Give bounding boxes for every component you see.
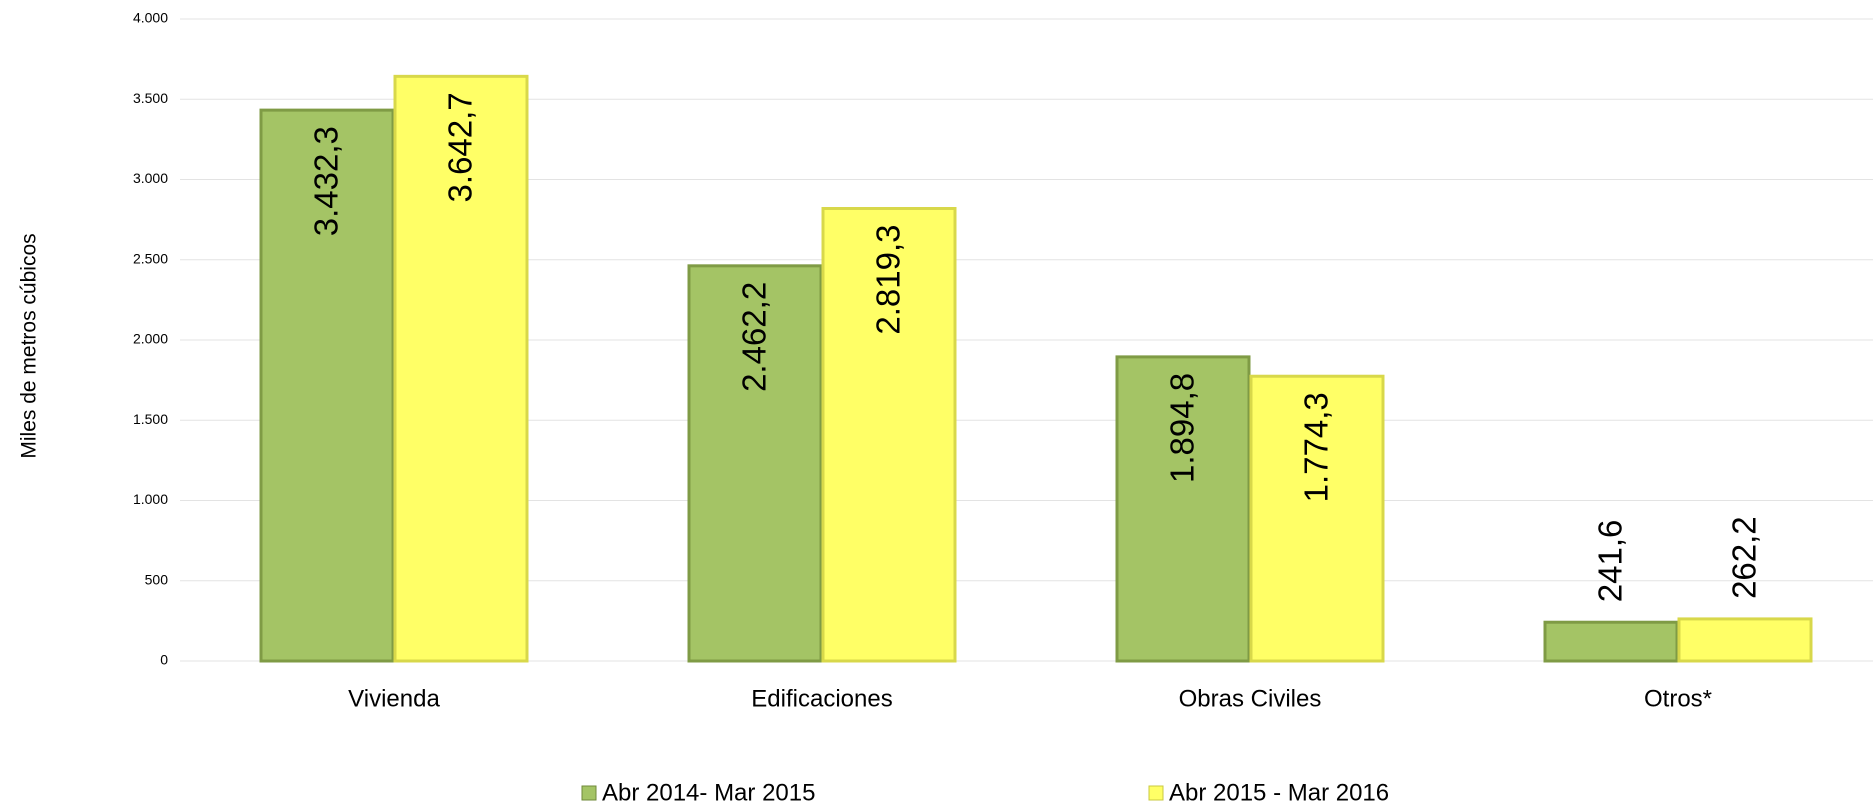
bar [821,207,957,663]
legend-marker [1148,785,1164,801]
y-tick-label: 3.000 [133,170,168,186]
y-tick-label: 500 [145,571,169,587]
y-tick-label: 1.000 [133,491,168,507]
x-tick-label: Otros* [1644,685,1712,712]
bar [1249,374,1385,663]
bar [1115,355,1251,663]
value-label: 1.894,8 [1164,373,1201,483]
x-tick-label: Edificaciones [751,685,892,712]
legend-marker [581,785,597,801]
value-label: 2.462,2 [736,282,773,392]
bar [1677,617,1813,663]
value-label: 262,2 [1726,516,1763,599]
value-label: 2.819,3 [870,225,907,335]
y-tick-label: 2.000 [133,331,168,347]
value-label: 241,6 [1592,520,1629,603]
value-label: 3.642,7 [442,92,479,202]
y-tick-label: 1.500 [133,411,168,427]
bar [393,74,529,663]
bar [1543,620,1679,663]
bar [687,264,823,663]
legend-label: Abr 2015 - Mar 2016 [1169,779,1389,806]
y-tick-label: 0 [160,652,168,668]
x-tick-label: Vivienda [348,685,440,712]
legend-label: Abr 2014- Mar 2015 [602,779,815,806]
value-label: 1.774,3 [1298,392,1335,502]
y-tick-label: 2.500 [133,250,168,266]
y-tick-label: 3.500 [133,90,168,106]
y-tick-label: 4.000 [133,10,168,26]
bar [259,108,395,663]
x-tick-label: Obras Civiles [1179,685,1322,712]
y-axis-label: Miles de metros cúbicos [18,233,41,458]
value-label: 3.432,3 [308,126,345,236]
